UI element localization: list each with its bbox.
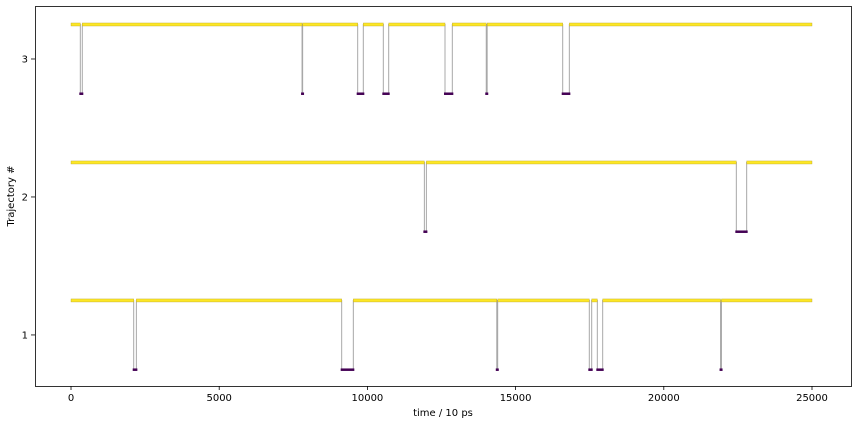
x-axis-label: time / 10 ps [413, 408, 473, 419]
transition-line [71, 161, 812, 232]
upper-state-segment [602, 298, 721, 303]
lower-state-segment [561, 92, 571, 95]
y-axis-label: Trajectory # [6, 166, 17, 228]
upper-state-segment [70, 160, 425, 165]
x-tick-label: 15000 [500, 393, 532, 404]
transition-line [71, 23, 812, 94]
y-tick-label: 3 [22, 54, 28, 65]
upper-state-segment [363, 22, 384, 27]
upper-state-segment [70, 298, 134, 303]
y-tick-label: 2 [22, 192, 28, 203]
upper-state-segment [82, 22, 303, 27]
lower-state-segment [735, 230, 748, 233]
lower-state-segment [340, 368, 355, 371]
x-axis: 0 5000 10000 15000 20000 25000 [68, 386, 828, 404]
y-tick-label: 1 [22, 330, 28, 341]
trajectory-3 [70, 22, 813, 95]
upper-state-segment [136, 298, 342, 303]
upper-state-segment [452, 22, 487, 27]
x-tick-label: 25000 [796, 393, 828, 404]
upper-state-segment [569, 22, 813, 27]
upper-state-segment [426, 160, 737, 165]
lower-state-segment [356, 92, 365, 95]
lower-state-segment [132, 368, 138, 371]
upper-state-segment [486, 22, 563, 27]
plot-marks [70, 22, 813, 371]
transition-line [71, 299, 812, 370]
upper-state-segment [497, 298, 590, 303]
lower-state-segment [444, 92, 454, 95]
lower-state-segment [423, 230, 428, 233]
trajectory-1 [70, 298, 813, 371]
y-axis: 1 2 3 [22, 54, 35, 341]
upper-state-segment [721, 298, 813, 303]
x-tick-label: 10000 [351, 393, 383, 404]
lower-state-segment [719, 368, 723, 371]
trajectory-2 [70, 160, 813, 233]
upper-state-segment [302, 22, 358, 27]
lower-state-segment [485, 92, 489, 95]
upper-state-segment [388, 22, 446, 27]
upper-state-segment [591, 298, 598, 303]
lower-state-segment [596, 368, 604, 371]
lower-state-segment [301, 92, 305, 95]
upper-state-segment [353, 298, 497, 303]
lower-state-segment [79, 92, 84, 95]
lower-state-segment [382, 92, 390, 95]
upper-state-segment [746, 160, 813, 165]
x-tick-label: 20000 [648, 393, 680, 404]
lower-state-segment [495, 368, 499, 371]
upper-state-segment [70, 22, 81, 27]
plot-frame [35, 6, 852, 387]
x-tick-label: 0 [68, 393, 74, 404]
x-tick-label: 5000 [206, 393, 231, 404]
lower-state-segment [588, 368, 593, 371]
